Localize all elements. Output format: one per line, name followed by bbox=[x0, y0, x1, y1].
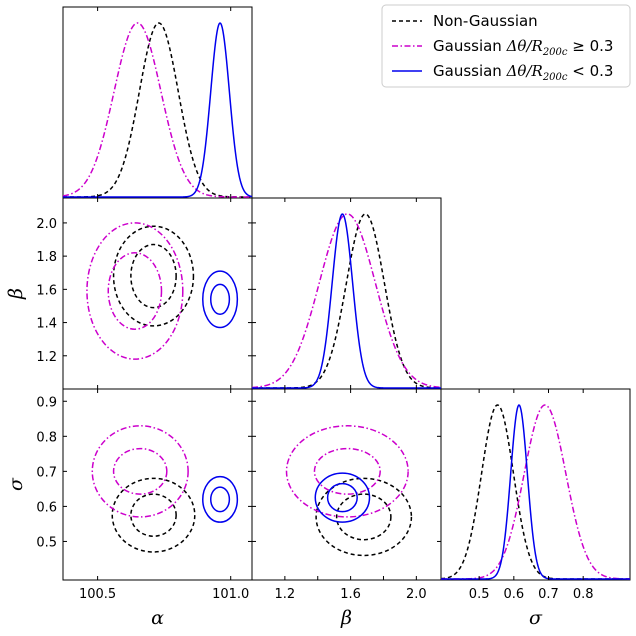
legend-label-0: Non-Gaussian bbox=[433, 12, 538, 30]
xtick-label-sigma-0: 0.5 bbox=[469, 587, 490, 602]
contour-alpha_sigma-r68-series-2 bbox=[209, 486, 231, 513]
contour-beta_sigma-r68-series-1 bbox=[313, 447, 381, 495]
xlabel-beta: β bbox=[340, 607, 352, 629]
contour-beta_sigma-r68-series-0 bbox=[335, 493, 392, 541]
ylabel-beta: β bbox=[5, 288, 27, 300]
ytick-label-sigma-0: 0.5 bbox=[36, 535, 57, 550]
contour-beta_sigma-r68-series-2 bbox=[326, 482, 358, 513]
ytick-label-sigma-1: 0.6 bbox=[36, 500, 57, 515]
contour-alpha_sigma-r95-series-1 bbox=[91, 425, 189, 518]
xtick-label-alpha-1: 101.0 bbox=[212, 587, 249, 602]
contour-alpha_beta-r68-series-2 bbox=[209, 283, 231, 316]
ytick-label-sigma-2: 0.7 bbox=[36, 465, 57, 480]
xtick-label-sigma-2: 0.7 bbox=[538, 587, 559, 602]
marginal-beta-series-2 bbox=[252, 213, 441, 389]
contour-alpha_beta-r95-series-2 bbox=[202, 270, 239, 329]
legend-label-2: Gaussian Δθ/R200c < 0.3 bbox=[433, 62, 613, 83]
contour-alpha_sigma-r95-series-2 bbox=[202, 475, 239, 523]
legend: Non-Gaussian Gaussian Δθ/R200c ≥ 0.3 Gauss… bbox=[381, 4, 631, 88]
ylabel-sigma: σ bbox=[5, 477, 27, 491]
marginal-sigma-series-1 bbox=[441, 404, 631, 580]
contour-beta_sigma-r95-series-2 bbox=[314, 472, 371, 523]
xtick-label-sigma-1: 0.6 bbox=[503, 587, 524, 602]
panel-sigma-sigma bbox=[440, 388, 631, 581]
legend-label-1: Gaussian Δθ/R200c ≥ 0.3 bbox=[433, 37, 613, 58]
ytick-label-beta-2: 1.6 bbox=[36, 283, 57, 298]
xlabel-alpha: α bbox=[151, 607, 164, 629]
xtick-label-beta-2: 2.0 bbox=[406, 587, 427, 602]
contour-alpha_beta-r68-series-1 bbox=[107, 252, 163, 330]
contour-beta_sigma-r95-series-1 bbox=[285, 425, 409, 518]
marginal-beta-series-0 bbox=[252, 213, 442, 389]
contour-alpha_sigma-r68-series-1 bbox=[112, 447, 168, 495]
xtick-label-beta-1: 1.6 bbox=[340, 587, 361, 602]
ytick-label-beta-4: 2.0 bbox=[36, 217, 57, 232]
marginal-alpha-series-2 bbox=[63, 22, 253, 198]
ytick-label-sigma-3: 0.8 bbox=[36, 430, 57, 445]
ytick-label-sigma-4: 0.9 bbox=[36, 395, 57, 410]
contour-alpha_sigma-r68-series-0 bbox=[130, 493, 177, 537]
ytick-label-beta-0: 1.2 bbox=[36, 350, 57, 365]
contour-alpha_sigma-r95-series-0 bbox=[111, 477, 196, 553]
ytick-label-beta-1: 1.4 bbox=[36, 317, 57, 332]
xlabel-sigma: σ bbox=[529, 607, 543, 629]
contour-beta_sigma-r95-series-0 bbox=[315, 477, 413, 557]
xtick-label-beta-0: 1.2 bbox=[275, 587, 296, 602]
xtick-label-sigma-3: 0.8 bbox=[573, 587, 594, 602]
contour-alpha_beta-r68-series-0 bbox=[130, 243, 177, 309]
panel-beta-alpha bbox=[62, 197, 253, 390]
marginal-beta-series-1 bbox=[251, 213, 442, 389]
legend-box bbox=[381, 4, 631, 88]
ytick-label-beta-3: 1.8 bbox=[36, 250, 57, 265]
marginal-alpha-series-1 bbox=[62, 22, 252, 198]
contour-alpha_beta-r95-series-0 bbox=[112, 225, 195, 327]
marginal-sigma-series-2 bbox=[441, 404, 630, 580]
xtick-label-alpha-0: 100.5 bbox=[79, 587, 116, 602]
contour-alpha_beta-r95-series-1 bbox=[86, 222, 184, 360]
